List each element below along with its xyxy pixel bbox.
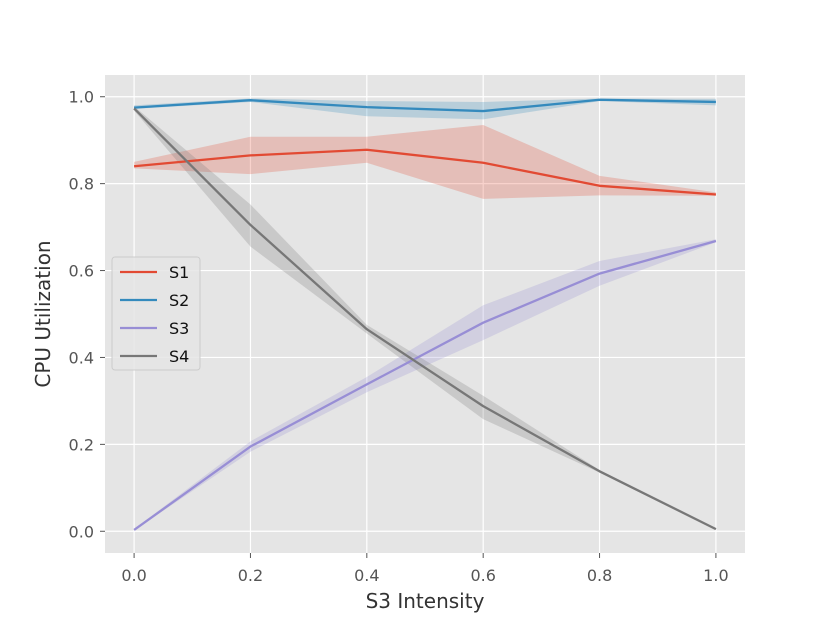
legend-label-s1: S1 [169, 263, 189, 282]
legend: S1 S2 S3 S4 [111, 256, 201, 371]
series-line-s2 [134, 98, 716, 113]
series-line-s3 [133, 239, 717, 531]
y-tick-label: 0.8 [69, 175, 94, 194]
legend-label-s3: S3 [169, 319, 189, 338]
y-axis-label: CPU Utilization [31, 240, 55, 387]
x-tick-label: 1.0 [703, 566, 728, 585]
x-tick-label: 0.4 [354, 566, 379, 585]
y-tick-label: 0.4 [69, 348, 94, 367]
x-tick-label: 0.2 [238, 566, 263, 585]
series-line-s1 [133, 148, 716, 196]
y-axis-ticks: 0.0 0.2 0.4 0.6 0.8 1.0 [69, 88, 105, 541]
x-tick-label: 0.6 [470, 566, 495, 585]
y-tick-label: 0.0 [69, 522, 94, 541]
series-line-s4 [133, 107, 717, 531]
grid-lines [105, 75, 745, 553]
y-tick-label: 0.6 [69, 262, 94, 281]
y-tick-label: 0.2 [69, 435, 94, 454]
y-tick-label: 1.0 [69, 88, 94, 107]
x-tick-label: 0.0 [121, 566, 146, 585]
x-tick-label: 0.8 [587, 566, 612, 585]
x-axis-ticks: 0.0 0.2 0.4 0.6 0.8 1.0 [121, 553, 729, 585]
legend-box [111, 256, 201, 371]
series-lines [133, 98, 717, 531]
legend-label-s4: S4 [169, 347, 189, 366]
x-axis-label: S3 Intensity [366, 589, 485, 613]
legend-label-s2: S2 [169, 291, 189, 310]
